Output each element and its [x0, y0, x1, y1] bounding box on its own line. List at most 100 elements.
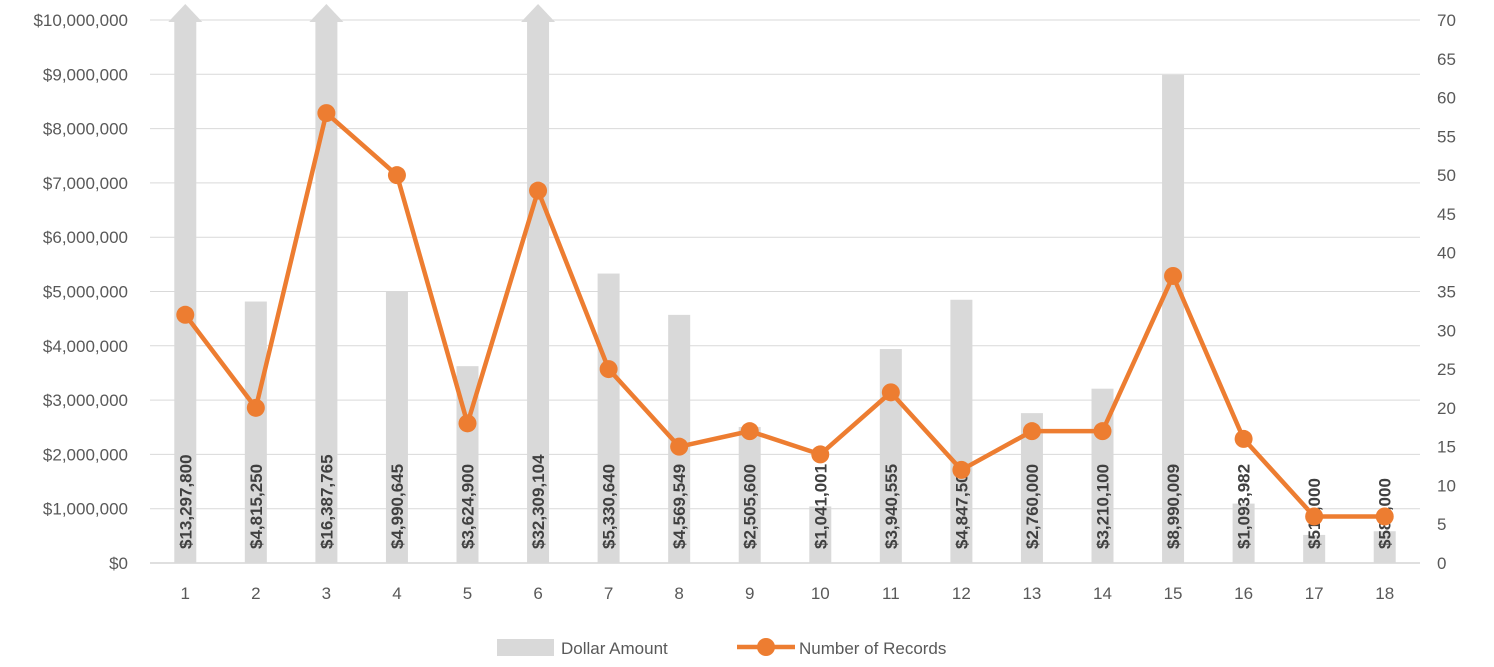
gridlines [150, 19, 1420, 564]
left-tick-label: $3,000,000 [43, 391, 128, 410]
records-point-5 [458, 414, 477, 433]
x-tick-label: 17 [1305, 584, 1324, 603]
records-point-3 [317, 104, 336, 123]
right-tick-label: 55 [1437, 127, 1456, 146]
left-tick-label: $5,000,000 [43, 283, 128, 302]
records-point-13 [1022, 422, 1041, 441]
x-axis: 1 2 3 4 5 6 7 8 9 10 11 12 13 14 15 16 17 18 [181, 584, 1395, 603]
bar-data-label: $4,847,500 [952, 464, 971, 549]
bar-data-label: $1,093,982 [1235, 464, 1254, 549]
bar-data-label: $4,569,549 [670, 464, 689, 549]
legend-label: Number of Records [799, 639, 946, 658]
bar-10 [809, 506, 832, 563]
records-point-12 [952, 460, 971, 479]
bar-overflow-arrow-3 [309, 4, 344, 22]
x-tick-label: 3 [322, 584, 331, 603]
bar-17 [1303, 534, 1326, 563]
left-tick-label: $6,000,000 [43, 228, 128, 247]
x-tick-label: 5 [463, 584, 472, 603]
left-tick-label: $10,000,000 [33, 11, 128, 30]
records-point-6 [529, 181, 548, 200]
bar-4 [385, 292, 408, 563]
bar-data-label: $1,041,001 [811, 464, 830, 549]
x-tick-label: 9 [745, 584, 754, 603]
bar-18 [1373, 531, 1396, 563]
bar-data-label: $16,387,765 [317, 454, 336, 549]
bar-7 [597, 273, 620, 563]
bar-data-label: $32,309,104 [529, 454, 548, 549]
records-point-18 [1375, 507, 1394, 526]
bar-data-label: $3,624,900 [459, 464, 478, 549]
bar-overflow-arrow-1 [168, 4, 203, 22]
right-tick-label: 60 [1437, 89, 1456, 108]
x-tick-label: 13 [1022, 584, 1041, 603]
right-tick-label: 50 [1437, 166, 1456, 185]
bar-data-label: $2,505,600 [741, 464, 760, 549]
records-point-17 [1305, 507, 1324, 526]
bar-data-label: $5,330,640 [600, 464, 619, 549]
bar-12 [950, 299, 973, 563]
right-tick-label: 70 [1437, 11, 1456, 30]
x-tick-label: 18 [1375, 584, 1394, 603]
x-tick-label: 14 [1093, 584, 1112, 603]
bar-data-label: $4,990,645 [388, 464, 407, 549]
right-tick-label: 20 [1437, 399, 1456, 418]
right-tick-label: 30 [1437, 321, 1456, 340]
x-tick-label: 4 [392, 584, 401, 603]
records-point-4 [387, 166, 406, 185]
x-tick-label: 7 [604, 584, 613, 603]
right-tick-label: 0 [1437, 554, 1446, 573]
x-tick-label: 8 [674, 584, 683, 603]
bar-data-labels: $13,297,800 $4,815,250 $16,387,765 $4,990,6… [176, 454, 1394, 549]
bar-1 [174, 20, 197, 563]
line-series [176, 104, 1394, 526]
records-line [183, 110, 1387, 519]
right-tick-label: 65 [1437, 50, 1456, 69]
bar-15 [1162, 74, 1185, 563]
x-tick-label: 12 [952, 584, 971, 603]
records-point-2 [246, 398, 265, 417]
bar-data-label: $13,297,800 [176, 454, 195, 549]
records-point-11 [881, 383, 900, 402]
legend: Dollar Amount Number of Records [497, 638, 946, 658]
legend-swatch-bar [497, 639, 554, 656]
records-point-15 [1164, 266, 1183, 285]
left-tick-label: $4,000,000 [43, 337, 128, 356]
left-tick-label: $7,000,000 [43, 174, 128, 193]
bar-series [168, 4, 1396, 563]
records-point-10 [811, 445, 830, 464]
left-tick-label: $8,000,000 [43, 120, 128, 139]
records-point-9 [740, 422, 759, 441]
x-tick-label: 16 [1234, 584, 1253, 603]
right-tick-label: 25 [1437, 360, 1456, 379]
bar-2 [244, 301, 267, 563]
legend-swatch-dot [757, 638, 775, 656]
bar-data-label: $4,815,250 [247, 464, 266, 549]
bar-5 [456, 366, 479, 563]
bar-9 [738, 426, 761, 563]
bar-16 [1232, 503, 1255, 563]
bar-overflow-arrow-6 [521, 4, 556, 22]
right-tick-label: 15 [1437, 438, 1456, 457]
right-tick-label: 5 [1437, 515, 1446, 534]
left-tick-label: $0 [109, 554, 128, 573]
right-tick-label: 45 [1437, 205, 1456, 224]
x-tick-label: 11 [882, 584, 900, 603]
right-tick-label: 35 [1437, 283, 1456, 302]
left-y-axis: $0 $1,000,000 $2,000,000 $3,000,000 $4,000,0… [33, 11, 128, 573]
bar-3 [315, 20, 338, 563]
bar-data-label: $2,760,000 [1023, 464, 1042, 549]
right-y-axis: 0 5 10 15 20 25 30 35 40 45 50 55 60 65 70 [1437, 11, 1456, 573]
records-point-16 [1234, 429, 1253, 448]
x-tick-label: 2 [251, 584, 260, 603]
bar-11 [879, 349, 902, 563]
x-tick-label: 10 [811, 584, 830, 603]
right-tick-label: 10 [1437, 476, 1456, 495]
records-point-7 [599, 360, 618, 379]
bar-13 [1020, 413, 1043, 563]
records-point-1 [176, 305, 195, 324]
legend-label: Dollar Amount [561, 639, 668, 658]
left-tick-label: $1,000,000 [43, 500, 128, 519]
